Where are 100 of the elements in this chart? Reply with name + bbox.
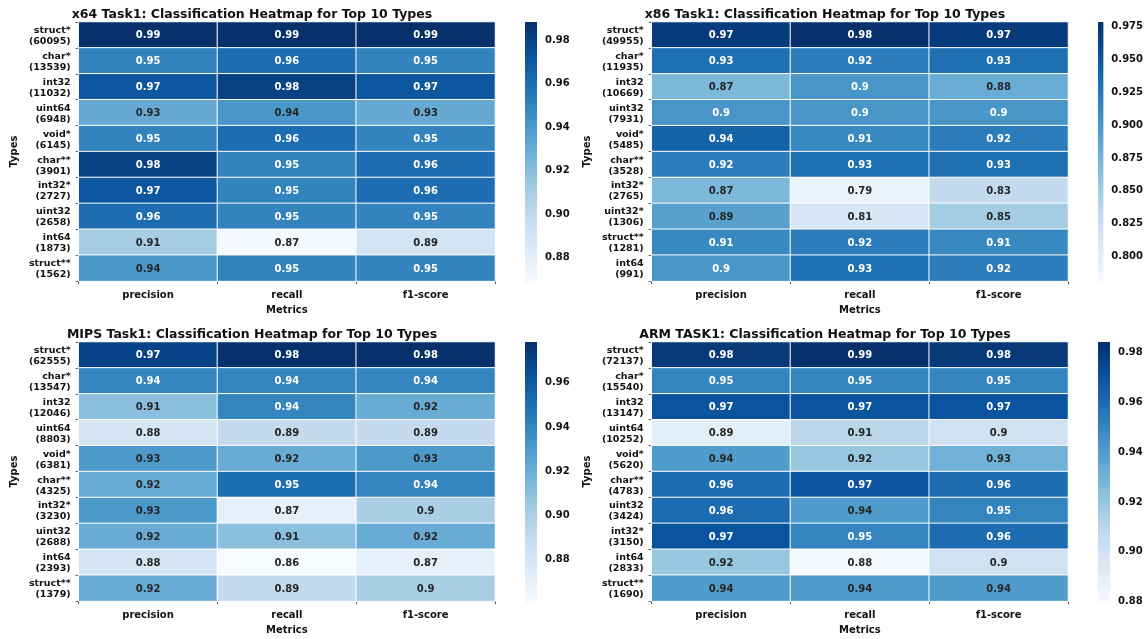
y-tick-label: struct** (1379) — [28, 577, 71, 600]
y-tick-label: int32 (10669) — [601, 75, 644, 98]
color-bar-label: 0.90 — [545, 207, 570, 219]
chart-title: MIPS Task1: Classification Heatmap for Top 10 Types — [66, 326, 438, 341]
y-tick-label: uint64 (6948) — [35, 101, 72, 124]
color-bar-label: 0.96 — [545, 77, 570, 89]
data-label: 0.88 — [135, 556, 161, 568]
data-label: 0.88 — [135, 427, 161, 439]
x-tick-label: recall — [271, 288, 303, 300]
data-label: 0.93 — [135, 453, 161, 465]
data-label: 0.99 — [274, 29, 300, 41]
y-tick-label: uint64 (8803) — [35, 421, 72, 444]
y-tick-label: struct* (60095) — [28, 23, 71, 46]
data-label: 0.97 — [135, 81, 161, 93]
data-label: 0.89 — [413, 236, 438, 248]
data-label: 0.92 — [986, 262, 1011, 274]
data-label: 0.97 — [986, 29, 1011, 41]
data-label: 0.92 — [274, 453, 300, 465]
data-label: 0.94 — [708, 453, 734, 465]
data-label: 0.99 — [847, 349, 873, 361]
data-label: 0.9 — [416, 504, 435, 516]
data-label: 0.98 — [708, 349, 734, 361]
data-label: 0.89 — [708, 427, 734, 439]
data-label: 0.87 — [274, 504, 300, 516]
chart-title: x64 Task1: Classification Heatmap for Top 10 Types — [71, 6, 433, 21]
x-tick-label: recall — [844, 288, 876, 300]
x-tick-label: f1-score — [402, 288, 449, 300]
x-tick-label: f1-score — [402, 608, 449, 620]
color-bar-label: 0.96 — [545, 376, 570, 388]
data-label: 0.93 — [847, 262, 873, 274]
y-axis-title: Types — [580, 135, 592, 168]
y-tick-label: char* (13539) — [28, 49, 71, 72]
y-tick-label: int32 (13147) — [601, 395, 644, 418]
data-label: 0.95 — [413, 210, 438, 222]
data-label: 0.9 — [850, 107, 869, 119]
y-axis-title: Types — [7, 135, 19, 168]
y-tick-label: struct* (62555) — [28, 343, 71, 366]
data-label: 0.96 — [274, 133, 300, 145]
y-tick-label: uint64 (10252) — [601, 421, 645, 444]
data-label: 0.92 — [708, 556, 734, 568]
color-bar-label: 0.950 — [1111, 53, 1144, 65]
data-label: 0.83 — [986, 184, 1011, 196]
y-tick-label: int32* (3150) — [608, 525, 644, 548]
data-label: 0.93 — [413, 107, 438, 119]
color-bar-label: 0.88 — [545, 553, 570, 565]
data-label: 0.9 — [712, 107, 730, 119]
data-label: 0.92 — [847, 236, 873, 248]
data-label: 0.89 — [413, 427, 438, 439]
data-label: 0.9 — [989, 107, 1008, 119]
data-label: 0.89 — [708, 210, 734, 222]
y-tick-label: int64 (2393) — [35, 551, 72, 574]
data-label: 0.95 — [413, 133, 438, 145]
data-label: 0.92 — [413, 530, 438, 542]
x-tick-label: recall — [271, 608, 303, 620]
data-label: 0.94 — [274, 375, 300, 387]
data-label: 0.97 — [413, 81, 438, 93]
color-bar-label: 0.850 — [1111, 184, 1144, 196]
y-axis-title: Types — [7, 455, 19, 488]
data-label: 0.94 — [135, 262, 161, 274]
y-tick-label: uint32* (1306) — [604, 205, 644, 228]
color-bar-label: 0.88 — [1118, 595, 1143, 607]
data-label: 0.97 — [847, 401, 873, 413]
data-label: 0.92 — [986, 133, 1011, 145]
data-label: 0.94 — [274, 401, 300, 413]
y-tick-label: char** (3528) — [608, 153, 644, 176]
color-bar-label: 0.94 — [545, 120, 570, 132]
color-bar-label: 0.96 — [1118, 396, 1143, 408]
x-axis-title: Metrics — [265, 303, 308, 315]
data-label: 0.87 — [274, 236, 300, 248]
data-label: 0.9 — [989, 556, 1008, 568]
y-tick-label: struct** (1562) — [28, 257, 71, 280]
data-label: 0.95 — [274, 479, 300, 491]
y-tick-label: int32* (2765) — [608, 179, 644, 202]
data-label: 0.95 — [986, 375, 1011, 387]
data-label: 0.9 — [989, 427, 1008, 439]
data-label: 0.91 — [847, 133, 873, 145]
y-tick-label: int32 (12046) — [28, 395, 71, 418]
color-bar-label: 0.92 — [1118, 495, 1143, 507]
data-label: 0.95 — [847, 375, 873, 387]
data-label: 0.93 — [413, 453, 438, 465]
y-tick-label: void* (5485) — [608, 127, 644, 150]
data-label: 0.95 — [708, 375, 734, 387]
color-bar-label: 0.90 — [1118, 545, 1143, 557]
x-tick-label: recall — [844, 608, 876, 620]
data-label: 0.93 — [986, 159, 1011, 171]
y-tick-label: struct* (72137) — [601, 343, 644, 366]
data-label: 0.93 — [708, 55, 734, 67]
data-label: 0.98 — [274, 81, 300, 93]
data-label: 0.93 — [986, 453, 1011, 465]
data-label: 0.87 — [708, 184, 734, 196]
y-tick-label: char** (4783) — [608, 473, 644, 496]
data-label: 0.96 — [986, 479, 1011, 491]
x-axis-title: Metrics — [265, 623, 308, 635]
y-tick-label: void* (6381) — [35, 447, 71, 470]
data-label: 0.99 — [413, 29, 438, 41]
data-label: 0.95 — [986, 504, 1011, 516]
color-bar-label: 0.875 — [1111, 151, 1144, 163]
y-tick-label: char* (11935) — [601, 49, 644, 72]
data-label: 0.95 — [274, 184, 300, 196]
y-tick-label: char* (13547) — [28, 369, 71, 392]
